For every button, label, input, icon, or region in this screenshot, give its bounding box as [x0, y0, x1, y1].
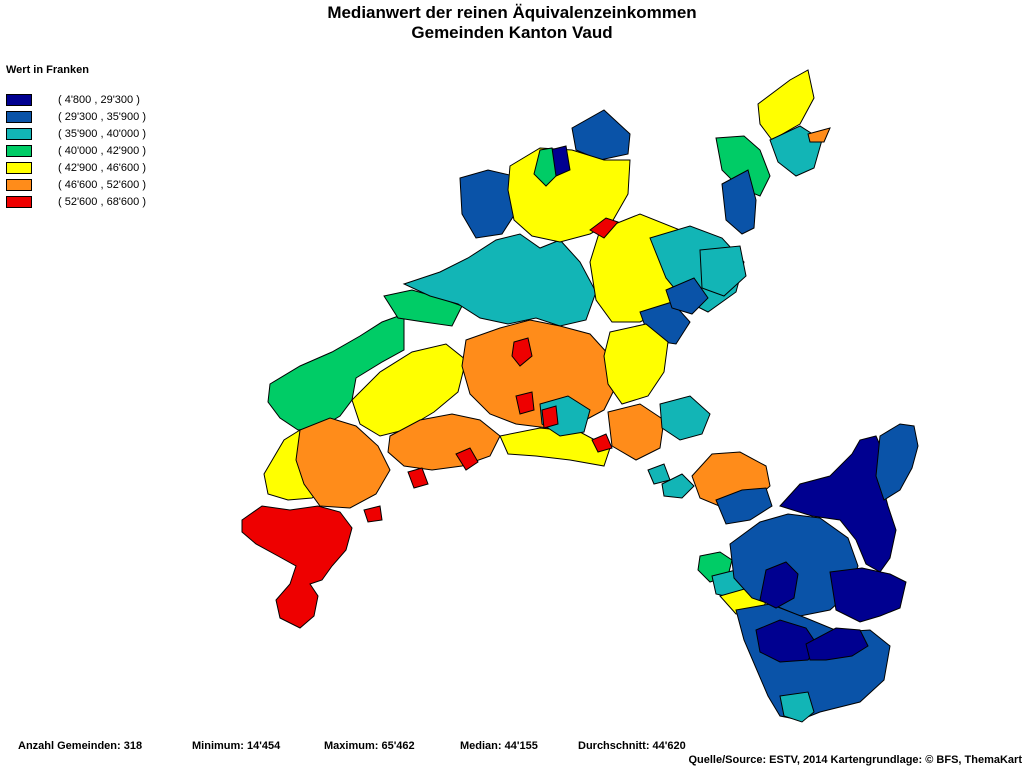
- legend-label: ( 46'600 , 52'600 ): [58, 179, 146, 191]
- map-title: Medianwert der reinen Äquivalenzeinkomme…: [327, 3, 697, 22]
- region-class-7: [515, 391, 535, 415]
- region-class-4: [267, 313, 405, 431]
- source-note: Quelle/Source: ESTV, 2014 Kartengrundlag…: [688, 754, 1022, 766]
- legend-label: ( 4'800 , 29'300 ): [58, 94, 140, 106]
- region-class-7: [589, 217, 619, 239]
- region-class-7: [241, 505, 353, 629]
- region-class-2: [715, 487, 773, 525]
- region-class-2: [459, 169, 521, 239]
- region-class-3: [699, 245, 747, 297]
- legend-swatch: [6, 94, 32, 106]
- region-class-3: [647, 463, 671, 485]
- region-class-7: [455, 447, 479, 471]
- region-class-6: [807, 127, 831, 143]
- region-class-7: [511, 337, 533, 367]
- stat-minimum: Minimum: 14'454: [192, 740, 281, 752]
- region-class-2: [875, 423, 919, 501]
- region-class-1: [829, 567, 907, 623]
- region-class-7: [541, 405, 559, 429]
- region-class-3: [659, 395, 711, 441]
- region-class-7: [363, 505, 383, 523]
- stat-maximum: Maximum: 65'462: [324, 740, 415, 752]
- legend-swatch: [6, 179, 32, 191]
- region-class-2: [735, 603, 891, 721]
- region-class-7: [407, 467, 429, 489]
- legend-label: ( 29'300 , 35'900 ): [58, 111, 146, 123]
- region-class-2: [665, 277, 709, 315]
- stat-median: Median: 44'155: [460, 740, 538, 752]
- stat-average: Durchschnitt: 44'620: [578, 740, 686, 752]
- region-class-5: [757, 69, 815, 141]
- legend-title: Wert in Franken: [6, 64, 89, 76]
- region-class-5: [499, 427, 611, 467]
- map-subtitle: Gemeinden Kanton Vaud: [411, 23, 613, 42]
- region-class-1: [759, 561, 799, 609]
- region-class-7: [591, 433, 613, 453]
- legend-label: ( 35'900 , 40'000 ): [58, 128, 146, 140]
- region-class-2: [571, 109, 631, 161]
- region-class-1: [779, 435, 897, 573]
- legend-label: ( 40'000 , 42'900 ): [58, 145, 146, 157]
- legend-swatch: [6, 196, 32, 208]
- legend-label: ( 42'900 , 46'600 ): [58, 162, 146, 174]
- region-class-1: [805, 627, 869, 661]
- region-class-6: [607, 403, 665, 461]
- region-class-5: [351, 343, 467, 437]
- region-class-4: [533, 147, 557, 187]
- region-class-5: [603, 323, 669, 405]
- legend-swatch: [6, 128, 32, 140]
- region-class-2: [721, 169, 757, 235]
- stat-count: Anzahl Gemeinden: 318: [18, 740, 143, 752]
- legend-swatch: [6, 162, 32, 174]
- legend-label: ( 52'600 , 68'600 ): [58, 196, 146, 208]
- legend-swatch: [6, 145, 32, 157]
- region-class-6: [461, 319, 617, 429]
- region-class-3: [779, 691, 815, 723]
- region-class-4: [715, 135, 771, 197]
- region-class-6: [295, 417, 391, 509]
- legend-swatch: [6, 111, 32, 123]
